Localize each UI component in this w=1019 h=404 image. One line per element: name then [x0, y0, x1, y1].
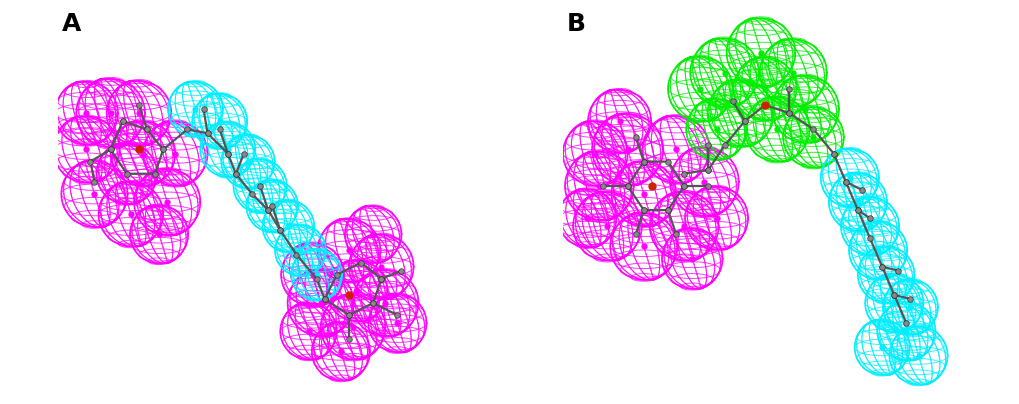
Text: B: B — [567, 12, 586, 36]
Text: A: A — [62, 12, 82, 36]
